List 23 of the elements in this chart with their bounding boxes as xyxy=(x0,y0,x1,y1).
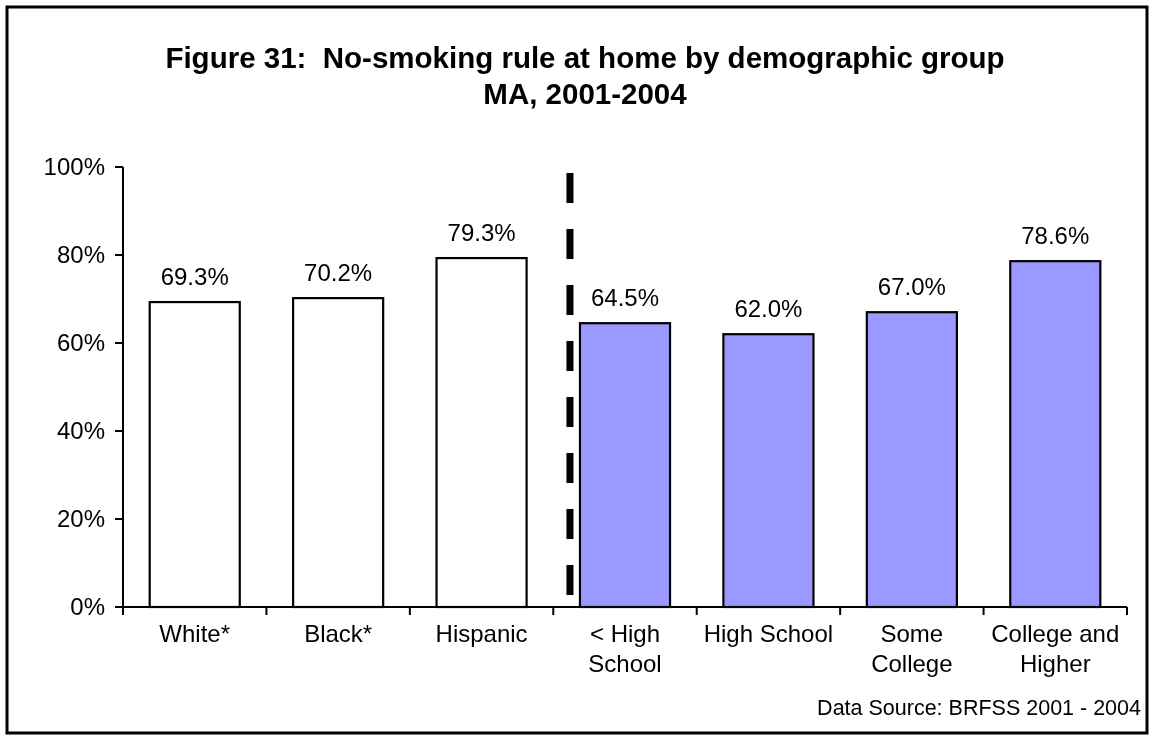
y-tick-label: 60% xyxy=(56,329,105,356)
chart-title: Figure 31: No-smoking rule at home by demographic group xyxy=(165,41,1005,74)
x-tick-label: < High School xyxy=(588,620,662,677)
data-label: 78.6% xyxy=(1021,222,1090,250)
data-label: 70.2% xyxy=(304,259,373,287)
x-tick-label: Black* xyxy=(304,620,373,647)
x-tick-label: Some College xyxy=(871,620,953,677)
x-tick-label: High School xyxy=(703,620,834,647)
source-note: Data Source: BRFSS 2001 - 2004 xyxy=(817,696,1142,720)
y-tick-label: 80% xyxy=(56,241,105,268)
x-tick-label: White* xyxy=(159,620,231,647)
x-tick-label: College and Higher xyxy=(991,620,1120,677)
data-label: 67.0% xyxy=(877,273,946,301)
data-label: 69.3% xyxy=(160,263,229,291)
data-label: 79.3% xyxy=(447,219,516,247)
y-tick-label: 0% xyxy=(70,593,105,620)
x-tick-label: Hispanic xyxy=(435,620,528,647)
data-label: 64.5% xyxy=(590,284,660,312)
y-tick-label: 20% xyxy=(56,505,105,532)
y-tick-label: 40% xyxy=(56,417,105,444)
chart-subtitle: MA, 2001-2004 xyxy=(483,77,688,110)
y-tick-label: 100% xyxy=(43,153,105,180)
data-label: 62.0% xyxy=(734,295,803,323)
